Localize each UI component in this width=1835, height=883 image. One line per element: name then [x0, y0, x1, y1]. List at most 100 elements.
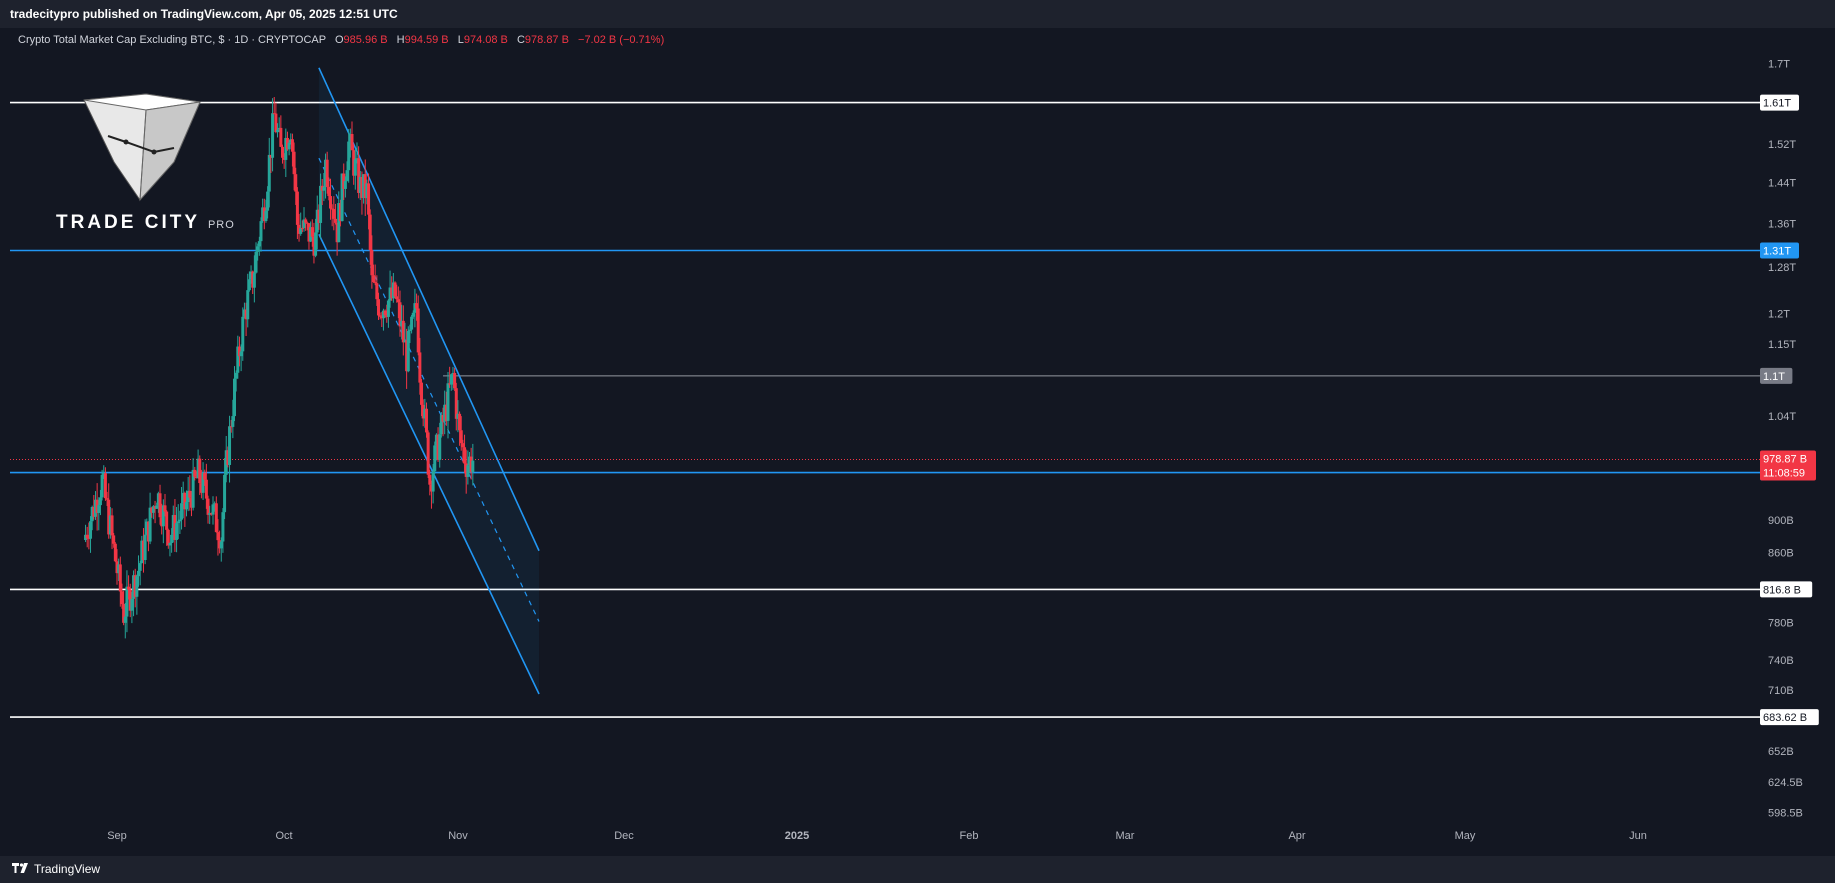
chart-canvas[interactable]: 1.7T 1.52T 1.44T 1.36T 1.28T 1.2T 1.15T 1.04T 90… — [0, 28, 1835, 856]
candle-body — [127, 586, 131, 590]
candle-body — [266, 191, 270, 211]
candle-body — [188, 490, 192, 498]
tradingview-logo-icon — [12, 863, 28, 873]
symbol-title[interactable]: Crypto Total Market Cap Excluding BTC, $… — [18, 34, 326, 46]
y-tick-label: 624.5B — [1768, 777, 1803, 789]
candle-body — [231, 416, 235, 427]
candle-body — [249, 271, 253, 280]
candle-body — [254, 251, 258, 273]
candle-body — [251, 271, 255, 288]
candle-body — [448, 383, 452, 385]
candle-body — [234, 372, 238, 379]
candle-body — [208, 513, 212, 515]
candle-body — [141, 540, 145, 561]
candle-body — [218, 540, 222, 549]
candle-body — [446, 383, 450, 421]
candle-body — [454, 388, 458, 419]
chart-area[interactable]: 1.7T 1.52T 1.44T 1.36T 1.28T 1.2T 1.15T 1.04T 90… — [0, 28, 1835, 856]
candle-body — [464, 463, 468, 477]
candle-body — [449, 374, 453, 385]
candle-body — [444, 404, 448, 421]
candle-body — [110, 515, 114, 536]
y-tick-label: 652B — [1768, 746, 1794, 758]
candle-body — [176, 521, 180, 524]
candle-body — [335, 222, 339, 243]
close-label: C — [516, 34, 525, 46]
candle-body — [310, 227, 314, 237]
candle-body — [302, 219, 306, 229]
candle-body — [125, 586, 129, 617]
candle-body — [319, 185, 323, 223]
candle-body — [469, 456, 473, 473]
candle-body — [328, 196, 332, 209]
channel-fill — [318, 67, 540, 694]
candle-body — [424, 408, 428, 433]
candle-body — [451, 372, 455, 375]
candle-body — [314, 232, 318, 256]
candle-body — [206, 498, 210, 515]
candle-body — [262, 207, 266, 221]
level-badge-label: 816.8 B — [1763, 584, 1801, 596]
candle-body — [256, 246, 260, 252]
candle-body — [138, 563, 142, 571]
candle-body — [108, 515, 112, 535]
candle-body — [453, 372, 457, 389]
candle-body — [89, 521, 93, 539]
candle-body — [322, 187, 326, 191]
candle-body — [214, 503, 218, 533]
candle-body — [381, 310, 385, 319]
candle-body — [330, 208, 334, 210]
candle-body — [223, 474, 227, 513]
candle-body — [186, 490, 190, 503]
candle-body — [383, 310, 387, 316]
candle-body — [171, 515, 175, 535]
candle-body — [185, 502, 189, 510]
candle-body — [173, 515, 177, 540]
candle-body — [103, 473, 107, 499]
candle-body — [140, 540, 144, 564]
candle-body — [224, 450, 228, 475]
candle-body — [433, 445, 437, 472]
candle-body — [209, 513, 213, 515]
candle-body — [410, 316, 414, 330]
candle-body — [405, 340, 409, 372]
candle-body — [373, 282, 377, 284]
candle-body — [145, 521, 149, 535]
high-value: 994.59 B — [404, 34, 449, 46]
candle-body — [183, 492, 187, 510]
candle-body — [181, 492, 185, 504]
open-value: 985.96 B — [343, 34, 388, 46]
close-value: 978.87 B — [524, 34, 569, 46]
candle-body — [156, 493, 160, 506]
last-price-badge — [1760, 450, 1816, 481]
high-label: H — [396, 34, 405, 46]
candle-body — [267, 154, 271, 192]
candle-body — [292, 151, 296, 175]
candle-body — [333, 218, 337, 223]
candle-body — [165, 511, 169, 530]
low-value: 974.08 B — [463, 34, 508, 46]
level-badge — [1760, 242, 1799, 259]
candle-body — [393, 282, 397, 297]
open-label: O — [334, 34, 344, 46]
candle-body — [413, 303, 417, 313]
candle-body — [160, 517, 164, 527]
candle-body — [363, 174, 367, 199]
candle-body — [128, 589, 132, 611]
candle-body — [304, 219, 308, 223]
candle-body — [246, 290, 250, 320]
candle-body — [357, 158, 361, 193]
candle-body — [299, 227, 303, 234]
candle-body — [276, 129, 280, 133]
candle-body — [365, 183, 369, 199]
candle-body — [398, 302, 402, 327]
candle-body — [347, 141, 351, 171]
candle-body — [203, 472, 207, 480]
logo-cube-icon — [83, 93, 201, 202]
candle-body — [252, 272, 256, 288]
candle-body — [92, 506, 96, 517]
tradingview-brand[interactable]: TradingView — [12, 862, 100, 876]
publisher-name[interactable]: tradecitypro — [10, 7, 80, 21]
candle-body — [352, 150, 356, 176]
candle-body — [309, 227, 313, 242]
